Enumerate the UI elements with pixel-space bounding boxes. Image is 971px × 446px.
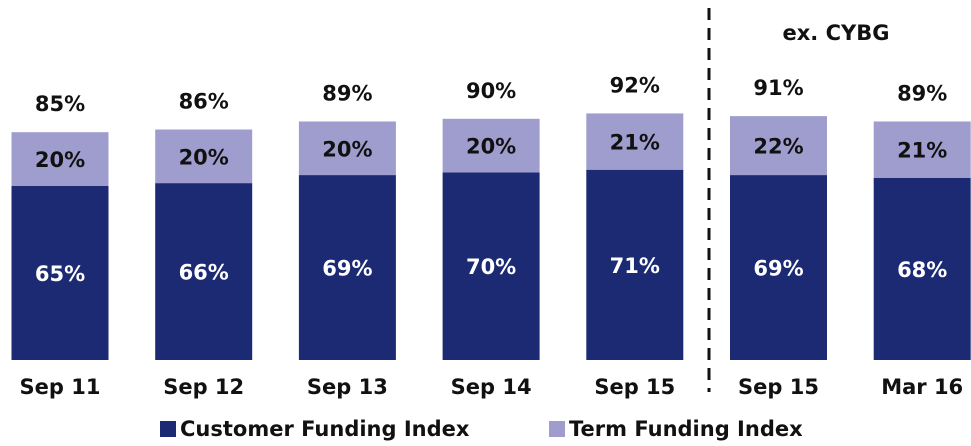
value-label: 21% xyxy=(610,131,660,155)
value-label: 71% xyxy=(610,254,660,278)
annotation: ex. CYBG xyxy=(783,21,890,45)
bar-segment xyxy=(873,121,971,178)
bar-segment xyxy=(730,175,827,360)
bar-segment xyxy=(730,116,827,176)
x-tick-label: Mar 16 xyxy=(881,375,963,399)
total-label: 89% xyxy=(322,81,372,105)
value-label: 21% xyxy=(897,139,947,163)
legend-label: Term Funding Index xyxy=(569,417,803,441)
bar-segment xyxy=(298,121,396,176)
total-label: 91% xyxy=(753,76,803,100)
bar-segment xyxy=(155,129,253,184)
value-label: 20% xyxy=(466,135,516,159)
value-label: 20% xyxy=(322,137,372,161)
x-tick-label: Sep 14 xyxy=(451,375,532,399)
total-label: 89% xyxy=(897,81,947,105)
bar-segment xyxy=(298,175,396,360)
bar-segment xyxy=(442,172,540,360)
value-label: 22% xyxy=(753,135,803,159)
bar-segment xyxy=(11,185,109,360)
value-label: 66% xyxy=(179,261,229,285)
value-label: 70% xyxy=(466,255,516,279)
value-label: 20% xyxy=(179,145,229,169)
value-label: 69% xyxy=(322,257,372,281)
value-label: 69% xyxy=(753,257,803,281)
total-label: 86% xyxy=(179,90,229,114)
value-label: 68% xyxy=(897,258,947,282)
bar-segment xyxy=(442,118,540,173)
value-label: 65% xyxy=(35,262,85,286)
total-label: 92% xyxy=(610,73,660,97)
total-label: 90% xyxy=(466,79,516,103)
x-tick-label: Sep 15 xyxy=(738,375,819,399)
value-label: 20% xyxy=(35,148,85,172)
bar-segment xyxy=(873,177,971,360)
legend-swatch xyxy=(160,421,176,437)
total-label: 85% xyxy=(35,92,85,116)
legend-label: Customer Funding Index xyxy=(180,417,470,441)
x-tick-label: Sep 12 xyxy=(163,375,244,399)
x-tick-label: Sep 13 xyxy=(307,375,388,399)
bar-segment xyxy=(586,113,684,170)
legend-swatch xyxy=(549,421,565,437)
bar-segment xyxy=(155,183,253,360)
x-tick-label: Sep 15 xyxy=(594,375,675,399)
x-tick-label: Sep 11 xyxy=(20,375,101,399)
bar-segment xyxy=(11,132,109,186)
bar-segment xyxy=(586,169,684,360)
